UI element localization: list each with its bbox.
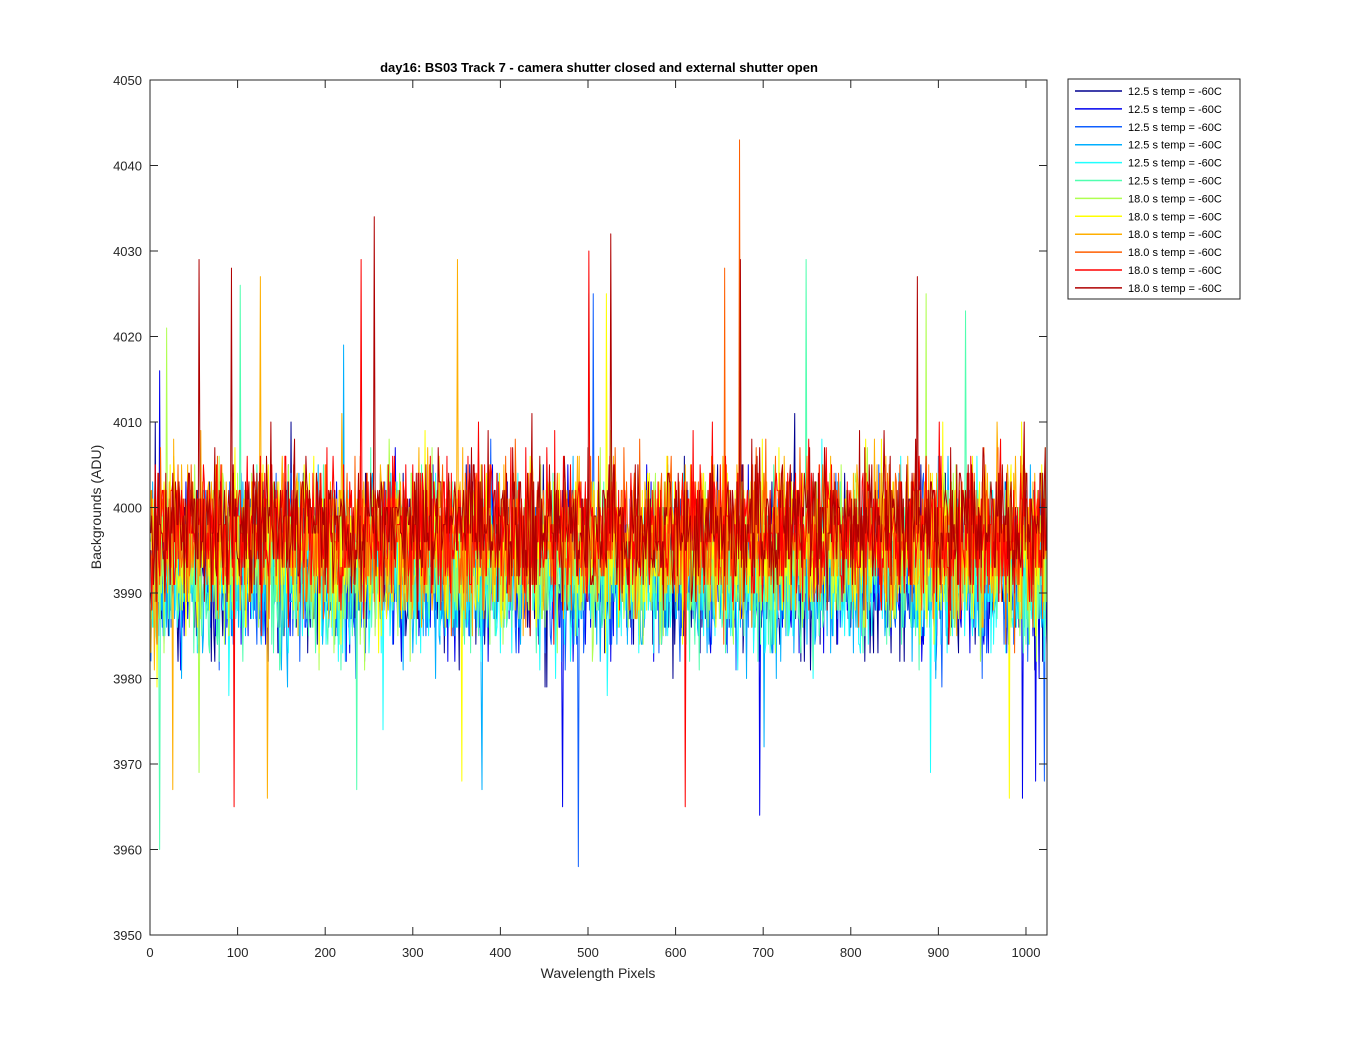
legend-label-5: 12.5 s temp = -60C [1128,158,1222,170]
legend-label-8: 18.0 s temp = -60C [1128,211,1222,223]
legend-label-10: 18.0 s temp = -60C [1128,247,1222,259]
legend: 12.5 s temp = -60C 12.5 s temp = -60C 12.5… [1067,78,1241,300]
x-tick-label: 600 [665,945,687,960]
x-tick-label: 800 [840,945,862,960]
x-tick-label: 900 [928,945,950,960]
chart-title: day16: BS03 Track 7 - camera shutter clo… [380,60,818,75]
y-tick-label: 3960 [113,843,142,858]
x-axis: 0 100 200 300 400 500 600 700 800 900 1000 [146,80,1040,960]
x-tick-label: 500 [577,945,599,960]
y-tick-label: 4010 [113,415,142,430]
x-tick-label: 300 [402,945,424,960]
x-axis-label: Wavelength Pixels [541,965,656,981]
y-tick-label: 3990 [113,586,142,601]
x-tick-label: 1000 [1012,945,1041,960]
legend-label-3: 12.5 s temp = -60C [1128,122,1222,134]
legend-label-9: 18.0 s temp = -60C [1128,229,1222,241]
series-line-12 [150,216,1048,637]
legend-label-1: 12.5 s temp = -60C [1128,86,1222,98]
y-tick-label: 4030 [113,244,142,259]
legend-label-2: 12.5 s temp = -60C [1128,104,1222,116]
x-tick-label: 400 [490,945,512,960]
legend-label-11: 18.0 s temp = -60C [1128,265,1222,277]
y-axis: 3950 3960 3970 3980 3990 4000 4010 4020 4030 4040… [113,73,1047,943]
legend-label-4: 12.5 s temp = -60C [1128,140,1222,152]
legend-label-7: 18.0 s temp = -60C [1128,193,1222,205]
y-tick-label: 4000 [113,501,142,516]
y-tick-label: 4020 [113,330,142,345]
x-tick-label: 0 [146,945,153,960]
y-tick-label: 3970 [113,757,142,772]
x-tick-label: 700 [752,945,774,960]
x-tick-label: 100 [227,945,249,960]
y-tick-label: 4050 [113,73,142,88]
x-tick-label: 200 [314,945,336,960]
legend-label-6: 12.5 s temp = -60C [1128,176,1222,188]
y-tick-label: 3980 [113,672,142,687]
plot-lines [150,139,1048,868]
y-tick-label: 4040 [113,159,142,174]
y-tick-label: 3950 [113,928,142,943]
legend-box [1067,78,1241,300]
y-axis-label: Backgrounds (ADU) [88,445,104,570]
legend-label-12: 18.0 s temp = -60C [1128,283,1222,295]
